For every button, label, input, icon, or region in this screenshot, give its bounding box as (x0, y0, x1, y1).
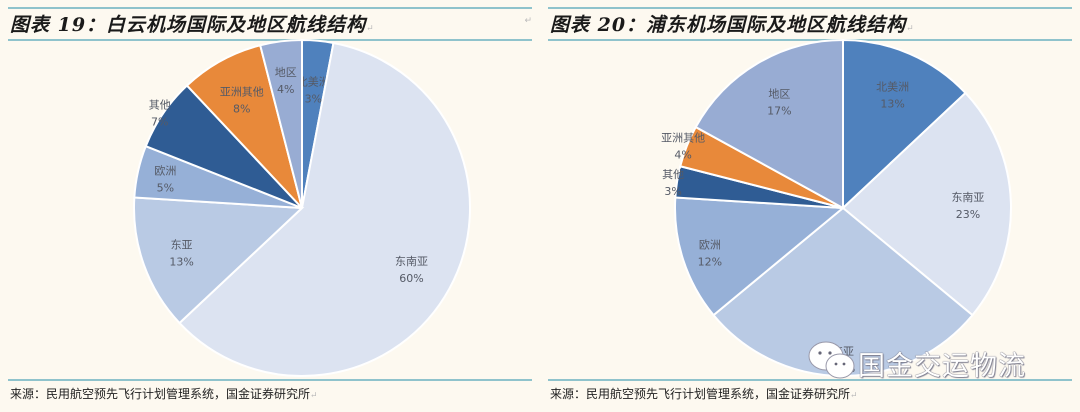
pie-slice-southeast-asia (178, 41, 471, 377)
slice-label: 东亚 (171, 238, 193, 251)
title-top-rule (8, 7, 532, 9)
slice-label: 北美洲 (876, 80, 909, 93)
slice-label: 北美洲 (297, 76, 330, 89)
chart-panel-pudong: 图表 20：浦东机场国际及地区航线结构↵ 来源：民用航空预先飞行计划管理系统，国… (548, 0, 1072, 412)
slice-value: 13% (169, 255, 193, 268)
pie-slice-southeast-asia (841, 91, 1012, 317)
chart-source: 来源：民用航空预先飞行计划管理系统，国金证券研究所↵ (10, 387, 318, 401)
slice-value: 3% (664, 185, 681, 198)
title-bottom-rule (8, 39, 532, 41)
return-mark: ↵ (524, 16, 532, 26)
slice-value: 60% (399, 272, 423, 285)
title-bottom-rule (548, 39, 1072, 41)
slice-label: 其他 (662, 168, 684, 181)
slice-value: 8% (233, 102, 250, 115)
slice-value: 17% (767, 104, 791, 117)
slice-value: 13% (880, 97, 904, 110)
slice-label: 欧洲 (154, 164, 176, 177)
slice-value: 4% (277, 83, 294, 96)
slice-value: 4% (674, 149, 691, 162)
slice-label: 亚洲其他 (661, 132, 705, 145)
wechat-icon (808, 341, 855, 379)
chart-source: 来源：民用航空预先飞行计划管理系统，国金证券研究所↵ (550, 387, 858, 401)
source-rule (8, 379, 532, 381)
slice-value: 7% (151, 115, 168, 128)
chart-title: 图表 19：白云机场国际及地区航线结构↵ (10, 14, 375, 36)
slice-value: 23% (956, 208, 980, 221)
slice-label: 其他 (149, 98, 171, 111)
slice-label: 地区 (768, 87, 790, 100)
slice-label: 地区 (275, 66, 297, 79)
pie-slice-europe (674, 196, 846, 317)
pie-slice-north-america (842, 38, 967, 211)
chart-title: 图表 20：浦东机场国际及地区航线结构↵ (550, 14, 915, 36)
slice-label: 东南亚 (395, 255, 428, 268)
slice-value: 3% (305, 93, 322, 106)
chart-panel-baiyun: 图表 19：白云机场国际及地区航线结构↵ ↵ 来源：民用航空预先飞行计划管理系统… (8, 0, 532, 412)
slice-label: 亚洲其他 (220, 85, 264, 98)
title-top-rule (548, 7, 1072, 9)
slice-label: 欧洲 (699, 238, 721, 251)
source-rule (548, 379, 1072, 381)
pie-slice-east-asia (133, 196, 305, 325)
pie-slice-region (259, 38, 303, 209)
slice-value: 12% (698, 255, 722, 268)
slice-value: 5% (157, 181, 174, 194)
pie-baiyun: 北美洲 3% 东南亚 60% 东亚 13% 欧洲 5% 其他 7% 亚洲其他 8% 地区 4% (133, 38, 471, 377)
watermark-text: 国金交运物流 (858, 351, 1026, 382)
pie-slice-region (694, 38, 844, 210)
slice-label: 东南亚 (951, 191, 984, 204)
